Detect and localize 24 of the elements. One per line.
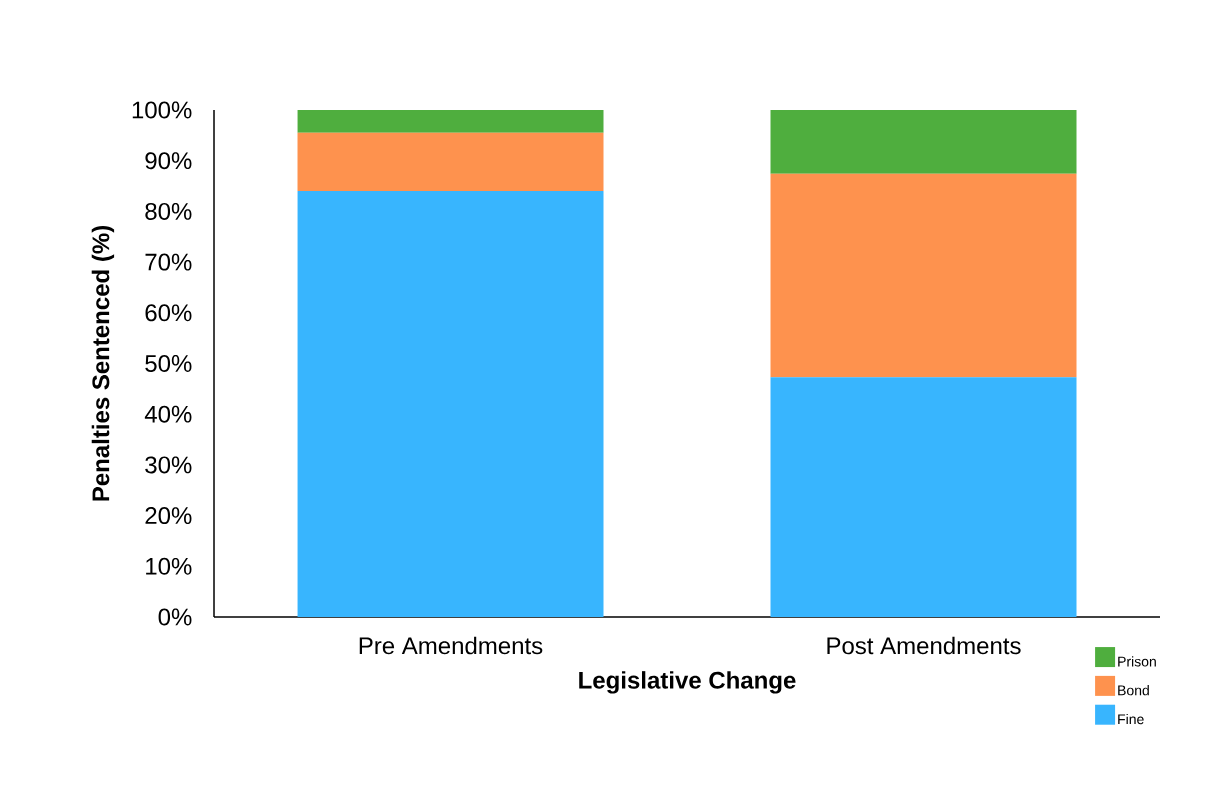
y-tick-label: 0% [158,608,192,626]
y-tick-label: 10% [146,557,192,575]
y-tick-label: 70% [145,253,192,271]
y-tick-label: 40% [144,405,192,423]
bar [297,132,604,192]
y-tick-label: 30% [145,456,192,474]
legend-label: Bond [1118,685,1149,696]
y-tick-label: 90% [145,152,192,170]
bar [297,191,604,617]
y-tick-label: 80% [145,202,192,220]
y-tick-label: 100% [132,101,192,119]
y-tick-label: 20% [145,507,192,525]
y-tick-label: 60% [145,304,192,322]
x-tick-label: Pre Amendments [359,636,543,655]
bar [297,109,604,133]
y-tick-label: 50% [145,355,192,372]
legend-label: Fine [1118,713,1144,725]
x-axis-title: Legislative Change [579,671,796,694]
bar [770,377,1077,617]
bar [770,109,1077,174]
bar [770,173,1077,378]
y-axis-title: Penalties Sentenced (%) [91,226,115,501]
x-tick-label: Post Amendments [827,636,1021,655]
legend-label: Prison [1118,656,1156,667]
